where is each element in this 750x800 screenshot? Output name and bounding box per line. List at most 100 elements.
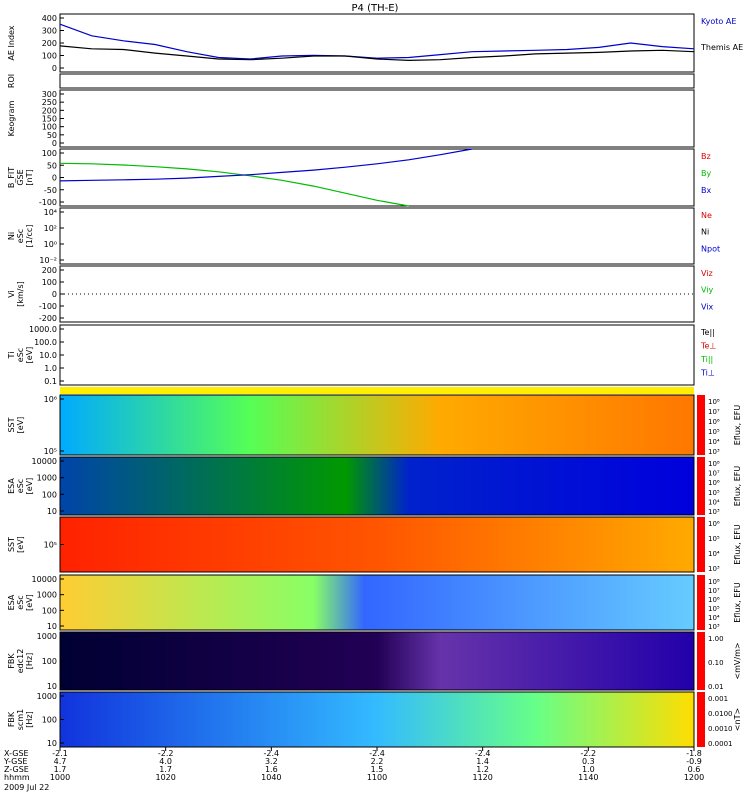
ytick-label: 50 xyxy=(47,161,57,170)
panel-frame-roi xyxy=(59,73,695,89)
colorbar-tick: 10⁴ xyxy=(708,498,720,506)
legend-Viy: Viy xyxy=(701,286,714,295)
xaxis-value: 4.0 xyxy=(159,757,172,766)
ytick-label: -100 xyxy=(39,302,57,311)
ylabel-ti: eSc xyxy=(16,348,25,362)
ytick-label: 200 xyxy=(42,106,57,115)
xaxis-value: -0.9 xyxy=(686,757,702,766)
ytick-label: 100 xyxy=(42,123,57,132)
ytick-label: 0.1 xyxy=(44,377,57,386)
colorbar-tick: 10⁶ xyxy=(708,596,720,604)
ylabel-ti: [eV] xyxy=(25,347,34,364)
legend-Kyoto AE: Kyoto AE xyxy=(701,17,736,26)
xaxis-value: 3.2 xyxy=(265,757,278,766)
panel-frame-sst_e xyxy=(59,394,695,456)
ylabel-ni: Ni xyxy=(7,232,16,240)
legend-Bx: Bx xyxy=(701,186,711,195)
colorbar-label: Eflux, EFU xyxy=(733,405,742,446)
ytick-label: 10⁵ xyxy=(44,447,57,456)
ylabel-sst_e: [eV] xyxy=(16,417,25,434)
colorbar-esa_i xyxy=(697,575,705,630)
colorbar-tick: 10³ xyxy=(708,623,720,631)
date-label: 2009 Jul 22 xyxy=(4,783,49,792)
ytick-label: 1000 xyxy=(37,474,57,483)
colorbar-tick: 10⁷ xyxy=(708,587,720,595)
series-line-By xyxy=(59,162,409,207)
xaxis-value: -2.2 xyxy=(158,749,174,758)
colorbar-fbk_e xyxy=(697,632,705,690)
colorbar-sst_e xyxy=(697,395,705,455)
colorbar-tick: 10⁷ xyxy=(708,470,720,478)
xaxis-value: 1.7 xyxy=(54,765,67,774)
colorbar-label: Eflux, EFU xyxy=(733,466,742,507)
xaxis-value: 1.2 xyxy=(476,765,489,774)
ytick-label: 10⁵ xyxy=(44,541,57,550)
panel-frame-keogram xyxy=(59,89,695,148)
ylabel-bfit: [nT] xyxy=(25,169,34,185)
ylabel-sst_e: SST xyxy=(7,417,16,432)
ytick-label: 1000 xyxy=(37,692,57,701)
ytick-label: 100.0 xyxy=(34,338,57,347)
ytick-label: 100 xyxy=(42,490,57,499)
xaxis-value: 1200 xyxy=(684,773,704,782)
ylabel-vi: [km/s] xyxy=(16,281,25,307)
ylabel-fbk_e: [Hz] xyxy=(25,653,34,669)
colorbar-tick: 10⁸ xyxy=(708,578,720,586)
colorbar-tick: 10⁴ xyxy=(708,550,720,558)
ytick-label: 100 xyxy=(42,149,57,158)
legend-Themis AE: Themis AE xyxy=(700,43,743,52)
ylabel-esa_e: [eV] xyxy=(25,478,34,495)
ytick-label: 10⁴ xyxy=(44,208,57,217)
colorbar-tick: 0.10 xyxy=(708,659,724,667)
ytick-label: 10² xyxy=(44,224,57,233)
legend-Ti||: Ti|| xyxy=(700,355,713,364)
colorbar-tick: 10⁴ xyxy=(708,614,720,622)
ytick-label: -50 xyxy=(44,186,57,195)
ytick-label: 1.0 xyxy=(44,364,57,373)
ytick-label: 100 xyxy=(42,52,57,61)
heatmap-esa_i xyxy=(60,575,694,630)
ytick-label: 10 xyxy=(47,682,57,691)
legend-By: By xyxy=(701,169,711,178)
colorbar-tick: 10⁵ xyxy=(708,428,720,436)
panel-frame-ti xyxy=(59,324,695,386)
xaxis-value: 1120 xyxy=(472,773,492,782)
colorbar-tick: 10⁵ xyxy=(708,489,720,497)
ytick-label: 200 xyxy=(42,39,57,48)
colorbar-tick: 10³ xyxy=(708,508,720,516)
ytick-label: 1000 xyxy=(37,632,57,641)
colorbar-tick: 10⁵ xyxy=(708,605,720,613)
ylabel-esa_e: ESA xyxy=(7,478,16,494)
ylabel-ni: eSc xyxy=(16,229,25,243)
xaxis-value: -2.4 xyxy=(369,749,385,758)
ylabel-fbk_e: FBK xyxy=(7,653,16,669)
ytick-label: 400 xyxy=(42,14,57,23)
ytick-label: 100 xyxy=(42,606,57,615)
colorbar-tick: 10³ xyxy=(708,565,720,573)
series-line-Themis AE xyxy=(59,45,695,62)
colorbar-tick: 0.01 xyxy=(708,683,724,691)
ylabel-fbk_b: [Hz] xyxy=(25,711,34,727)
panel-frame-ni xyxy=(59,207,695,265)
legend-Viz: Viz xyxy=(701,269,713,278)
colorbar-tick: 10⁸ xyxy=(708,398,720,406)
xaxis-value: 1020 xyxy=(155,773,175,782)
ytick-label: 1000 xyxy=(37,591,57,600)
colorbar-tick: 10⁵ xyxy=(708,535,720,543)
colorbar-tick: 10³ xyxy=(708,448,720,456)
ylabel-esa_e: eSc xyxy=(16,479,25,493)
xaxis-value: 1.4 xyxy=(476,757,489,766)
ylabel-ni: [1/cc] xyxy=(25,225,34,248)
xaxis-value: 1.0 xyxy=(582,765,595,774)
xaxis-value: 1140 xyxy=(578,773,598,782)
ytick-label: 10 xyxy=(47,622,57,631)
ylabel-roi: ROI xyxy=(7,74,16,88)
ytick-label: 10000 xyxy=(32,575,57,584)
xaxis-value: 2.2 xyxy=(371,757,384,766)
ytick-label: 0 xyxy=(52,64,57,73)
panel-frame-bfit xyxy=(59,148,695,207)
series-line-Bx xyxy=(59,148,473,182)
colorbar-label: <nT> xyxy=(733,708,742,731)
colorbar-tick: 0.0010 xyxy=(708,725,733,733)
